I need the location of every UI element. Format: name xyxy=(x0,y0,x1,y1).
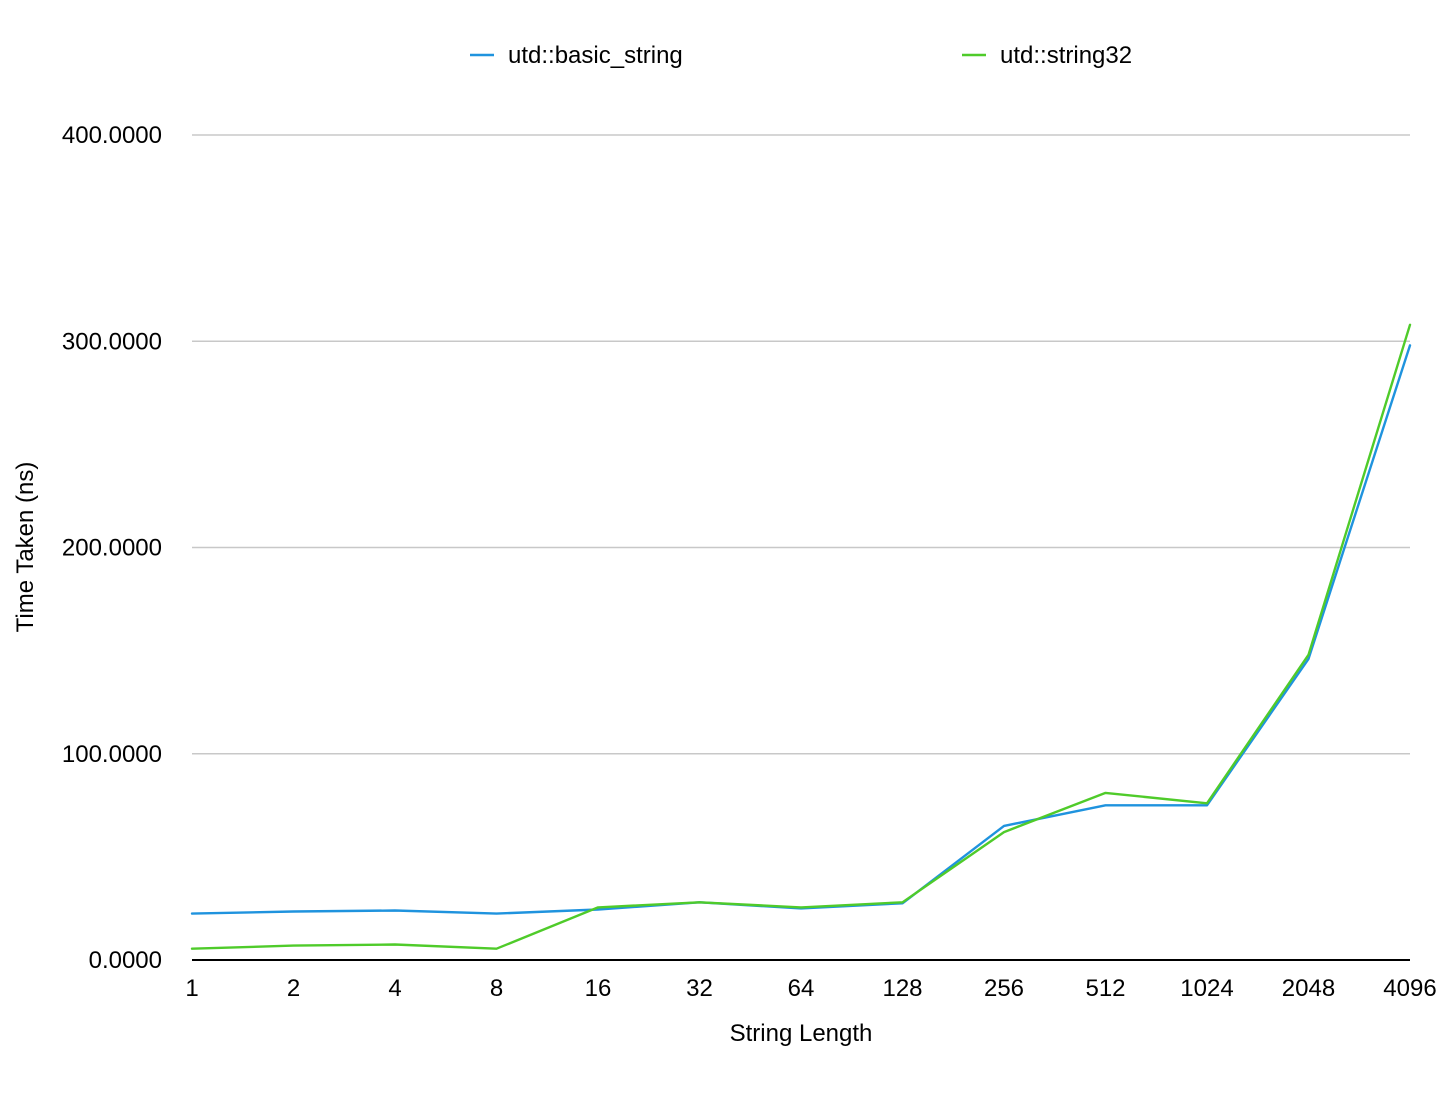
x-tick-label: 16 xyxy=(585,975,612,1002)
y-tick-label: 0.0000 xyxy=(89,947,162,974)
x-tick-label: 4096 xyxy=(1383,975,1436,1002)
y-axis-title: Time Taken (ns) xyxy=(12,462,39,633)
x-tick-label: 4 xyxy=(388,975,401,1002)
x-tick-label: 512 xyxy=(1085,975,1125,1002)
series-line-2 xyxy=(190,323,1412,950)
y-tick-label: 400.0000 xyxy=(62,122,162,149)
x-tick-label: 1 xyxy=(185,975,198,1002)
legend: utd::basic_string utd::string32 xyxy=(470,42,1132,69)
legend-label: utd::string32 xyxy=(1000,42,1132,69)
y-tick-label: 200.0000 xyxy=(62,535,162,562)
x-tick-label: 8 xyxy=(490,975,503,1002)
y-tick-label: 300.0000 xyxy=(62,328,162,355)
x-axis-title: String Length xyxy=(730,1020,873,1047)
x-tick-label: 2 xyxy=(287,975,300,1002)
x-tick-label: 1024 xyxy=(1180,975,1233,1002)
series-lines xyxy=(190,323,1412,950)
y-tick-label: 100.0000 xyxy=(62,741,162,768)
x-tick-label: 128 xyxy=(882,975,922,1002)
x-tick-label: 32 xyxy=(686,975,713,1002)
series-line-1 xyxy=(190,344,1412,915)
x-tick-label: 64 xyxy=(788,975,815,1002)
gridlines xyxy=(192,134,1410,755)
x-axis-tick-labels: 1 2 4 8 16 32 64 128 256 512 1024 2048 4096 xyxy=(185,975,1436,1002)
legend-label: utd::basic_string xyxy=(508,42,683,69)
y-axis-tick-labels: 0.0000 100.0000 200.0000 300.0000 400.0000 xyxy=(62,122,162,974)
x-tick-label: 256 xyxy=(984,975,1024,1002)
x-tick-label: 2048 xyxy=(1282,975,1335,1002)
